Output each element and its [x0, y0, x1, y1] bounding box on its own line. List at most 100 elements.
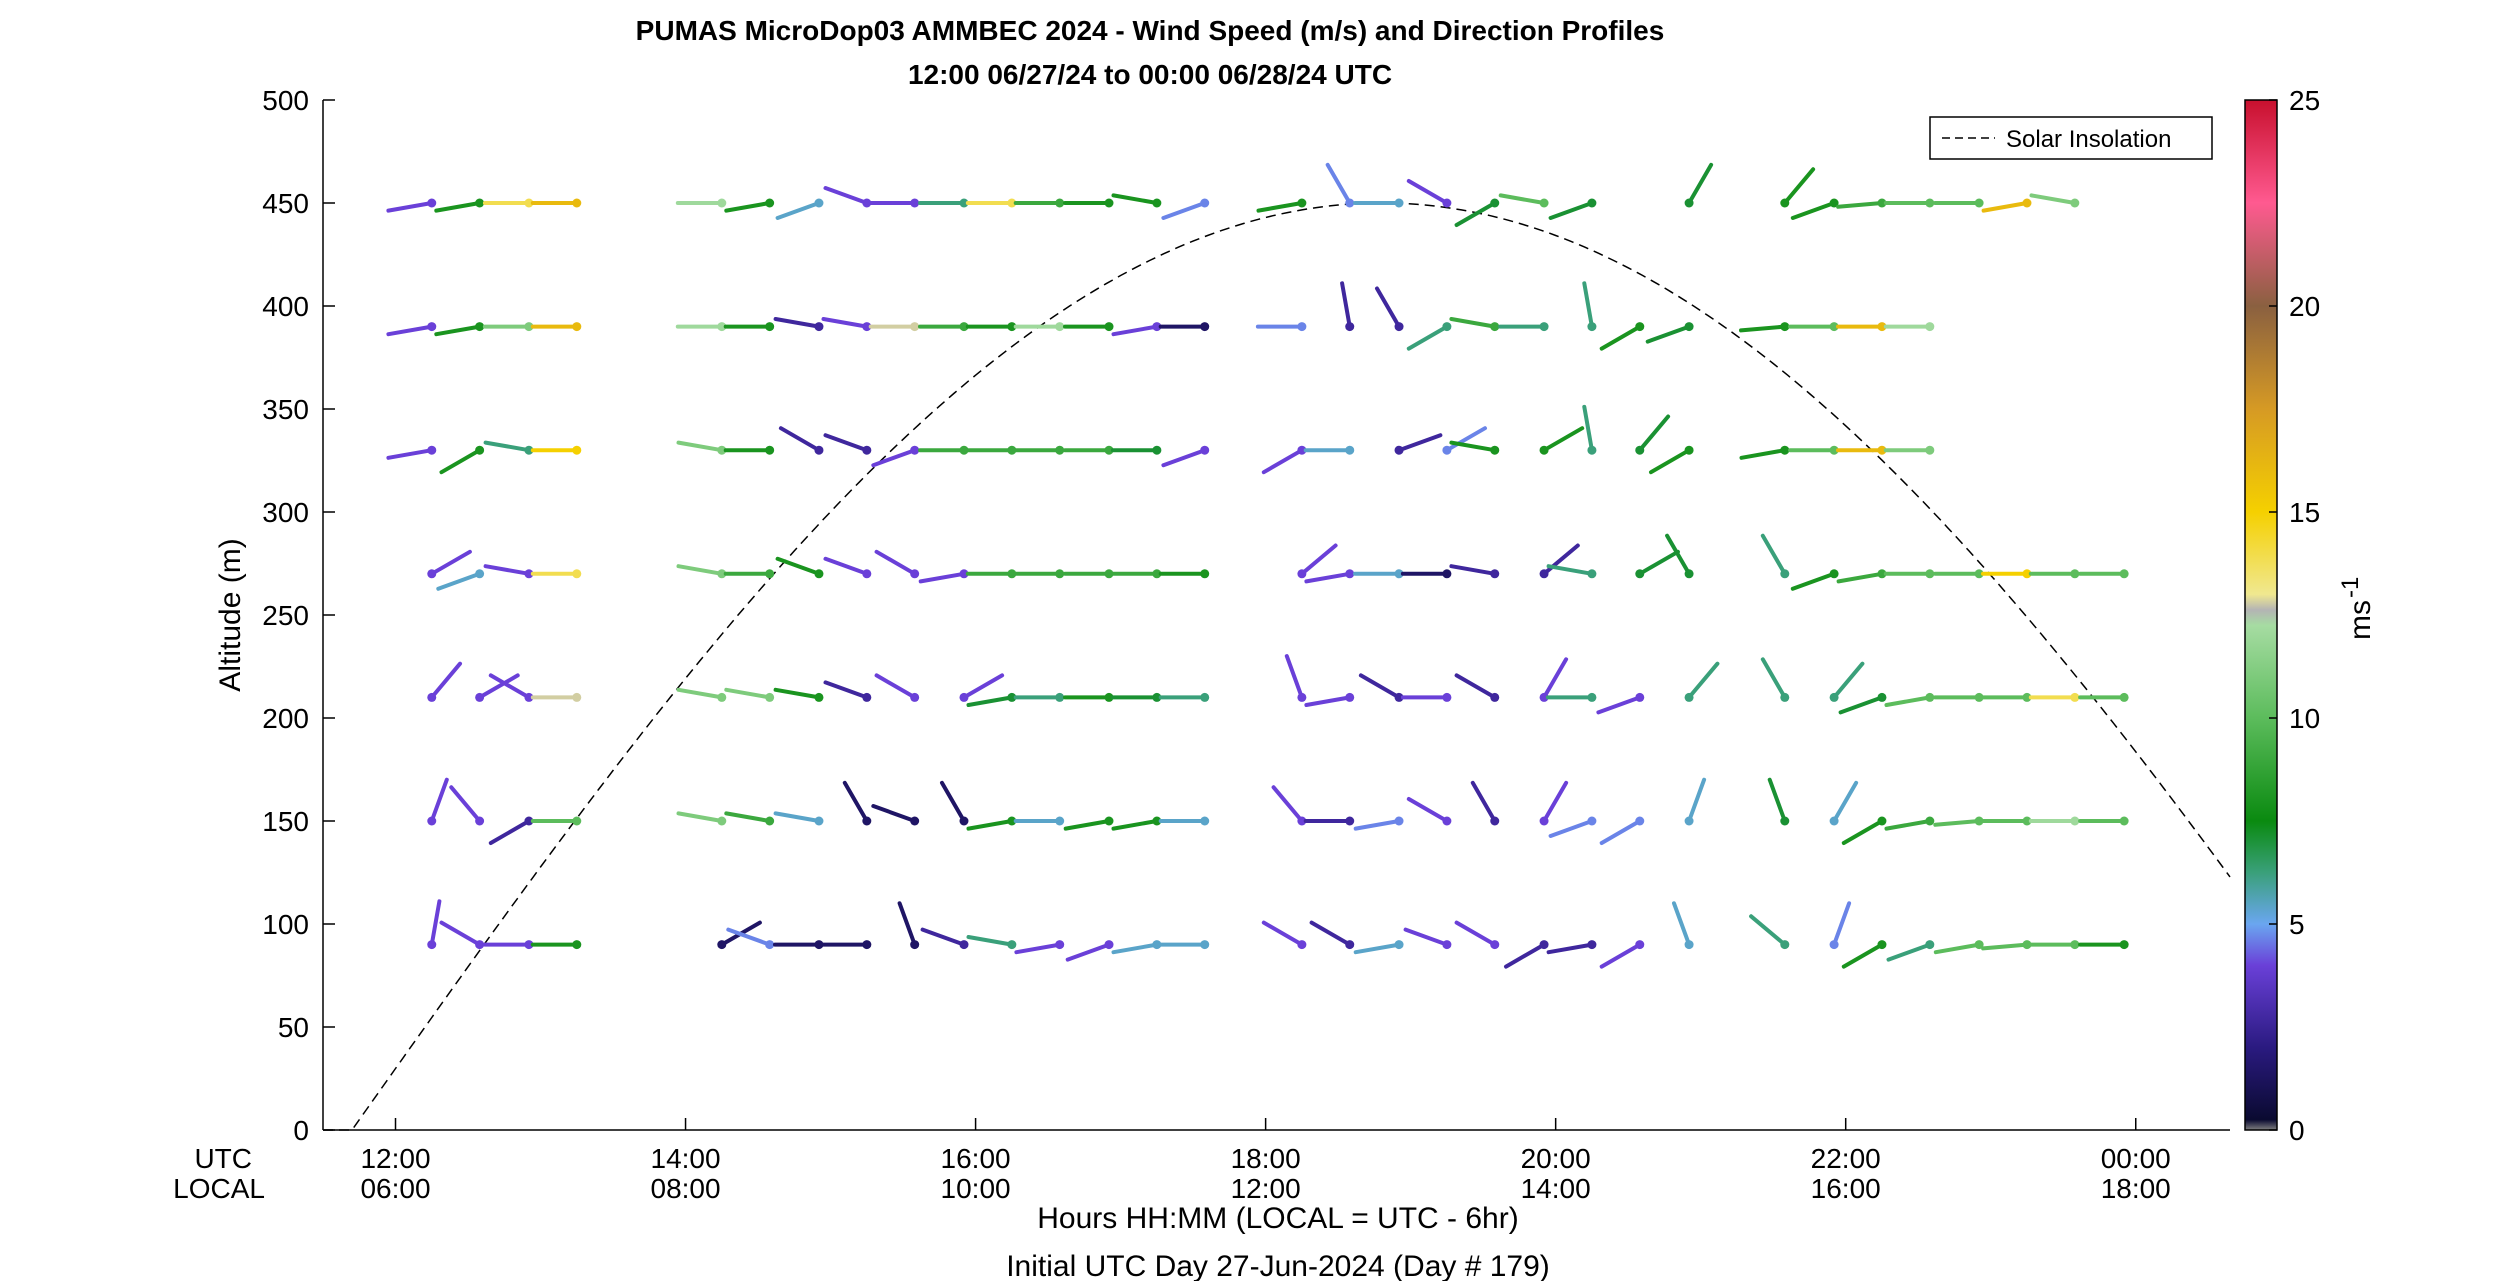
- wind-barb-dot: [1684, 198, 1694, 208]
- wind-barb-dot: [2119, 816, 2129, 826]
- wind-barb-dot: [862, 940, 872, 950]
- wind-barb-stick: [429, 899, 442, 947]
- wind-barb-dot: [1200, 816, 1210, 826]
- x-tick-utc-label: 20:00: [1521, 1143, 1591, 1174]
- wind-barb-stick: [920, 927, 966, 947]
- wind-barb-dot: [524, 692, 534, 702]
- colorbar-tick-label: 0: [2289, 1115, 2305, 1146]
- wind-barb-stick: [434, 324, 482, 337]
- wind-barb-dot: [1442, 816, 1452, 826]
- wind-barb-dot: [1007, 940, 1017, 950]
- wind-barb-dot: [1877, 569, 1887, 579]
- wind-barb-stick: [1841, 942, 1884, 969]
- wind-barb-dot: [765, 940, 775, 950]
- wind-barb-stick: [1261, 920, 1304, 947]
- wind-barb-dot: [1394, 940, 1404, 950]
- wind-barb-dot: [1974, 692, 1984, 702]
- wind-barb-dot: [959, 816, 969, 826]
- wind-barb-dot: [814, 569, 824, 579]
- wind-barb-dot: [1442, 445, 1452, 455]
- chart-title: PUMAS MicroDop03 AMMBEC 2024 - Wind Spee…: [636, 15, 1665, 46]
- wind-barb-stick: [1546, 942, 1594, 955]
- wind-barb-dot: [1442, 692, 1452, 702]
- x-ticks: 12:0006:0014:0008:0016:0010:0018:0012:00…: [360, 1118, 2171, 1204]
- wind-barb-stick: [1582, 404, 1594, 453]
- wind-barb-stick: [1406, 324, 1449, 351]
- wind-barb-stick: [1542, 657, 1569, 700]
- wind-barb-stick: [1161, 448, 1207, 468]
- wind-barb-dot: [1587, 940, 1597, 950]
- wind-barb-stick: [1760, 533, 1787, 576]
- wind-barb-dot: [1539, 322, 1549, 332]
- wind-barb-dot: [959, 940, 969, 950]
- wind-barb-dot: [765, 445, 775, 455]
- wind-barb-stick: [1375, 286, 1402, 329]
- wind-barb-dot: [1152, 322, 1162, 332]
- wind-barb-stick: [961, 673, 1005, 700]
- wind-barb-stick: [874, 549, 917, 576]
- wind-barb-stick: [1790, 571, 1837, 591]
- wind-barb-stick: [1111, 819, 1159, 831]
- wind-barb-dot: [1974, 940, 1984, 950]
- wind-barb-dot: [862, 445, 872, 455]
- wind-barb-stick: [1836, 201, 1884, 209]
- colorbar-label: ms -1: [2337, 577, 2377, 640]
- wind-barb-stick: [1014, 942, 1062, 955]
- wind-barb-stick: [823, 433, 869, 453]
- wind-barb-dot: [475, 445, 485, 455]
- x-tick-utc-label: 16:00: [941, 1143, 1011, 1174]
- wind-barb-dot: [910, 692, 920, 702]
- wind-barb-stick: [1665, 533, 1692, 576]
- wind-barb-dot: [814, 445, 824, 455]
- wind-barb-stick: [434, 201, 482, 213]
- wind-barb-stick: [1546, 564, 1594, 576]
- wind-barb-dot: [1055, 445, 1065, 455]
- wind-barb-dot: [1490, 940, 1500, 950]
- wind-barb-dot: [2070, 198, 2080, 208]
- wind-barb-dot: [1829, 445, 1839, 455]
- wind-barb-dot: [2022, 692, 2032, 702]
- colorbar-tick-label: 20: [2289, 291, 2320, 322]
- wind-barb-dot: [1297, 445, 1307, 455]
- wind-barb-dot: [427, 569, 437, 579]
- wind-barb-stick: [1449, 564, 1497, 576]
- wind-barb-dot: [1104, 198, 1114, 208]
- wind-barb-stick: [1454, 920, 1497, 947]
- wind-barb-dot: [1345, 322, 1355, 332]
- wind-barb-dot: [475, 692, 485, 702]
- x-tick-local-label: 14:00: [1521, 1173, 1591, 1204]
- wind-barb-dot: [1829, 198, 1839, 208]
- wind-barb-dot: [1539, 940, 1549, 950]
- wind-barb-dot: [1104, 692, 1114, 702]
- wind-barb-dot: [1055, 816, 1065, 826]
- wind-barb-dot: [1104, 445, 1114, 455]
- wind-barb-dot: [1925, 569, 1935, 579]
- wind-barb-dot: [1394, 816, 1404, 826]
- wind-barb-stick: [483, 440, 531, 453]
- wind-barb-dot: [1152, 445, 1162, 455]
- wind-barb-dot: [1877, 445, 1887, 455]
- wind-barb-dot: [1925, 692, 1935, 702]
- wind-barb-stick: [775, 556, 821, 576]
- wind-barb-stick: [1832, 780, 1859, 823]
- wind-barb-dot: [959, 322, 969, 332]
- wind-barb-dot: [1539, 816, 1549, 826]
- wind-barb-stick: [439, 920, 482, 947]
- wind-barb-dot: [1587, 569, 1597, 579]
- wind-barb-dot: [1200, 940, 1210, 950]
- wind-barb-dot: [1490, 569, 1500, 579]
- wind-barb-dot: [427, 198, 437, 208]
- y-tick-label: 100: [262, 909, 309, 940]
- wind-barb-stick: [1933, 819, 1982, 827]
- wind-barb-stick: [1687, 661, 1720, 700]
- wind-barb-stick: [1542, 780, 1569, 823]
- wind-barb-dot: [1345, 692, 1355, 702]
- wind-barb-dot: [814, 940, 824, 950]
- wind-barb-stick: [966, 935, 1014, 947]
- wind-barb-stick: [1760, 657, 1787, 700]
- wind-barb-dot: [1635, 322, 1645, 332]
- wind-barb-stick: [1111, 193, 1159, 205]
- wind-barb-stick: [1449, 317, 1497, 329]
- wind-barb-dot: [1297, 940, 1307, 950]
- colorbar-tick-label: 5: [2289, 909, 2305, 940]
